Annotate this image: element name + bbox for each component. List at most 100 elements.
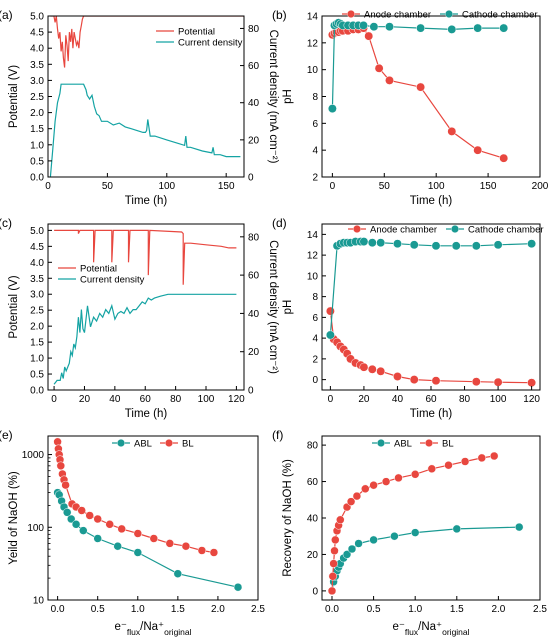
x-tick-label: 60 <box>140 394 152 405</box>
data-point <box>409 240 419 250</box>
x-tick-label: 100 <box>428 181 445 192</box>
y2-tick-label: 60 <box>248 271 260 282</box>
x-tick-label: 1.0 <box>408 604 422 615</box>
data-point <box>493 377 503 387</box>
y-tick-label: 14 <box>307 12 319 23</box>
y-tick-label: 6 <box>312 119 318 130</box>
data-point <box>444 460 453 470</box>
x-axis-label-part: e⁻ <box>392 621 404 633</box>
x-tick-label: 60 <box>425 394 437 405</box>
x-tick-label: 40 <box>109 394 121 405</box>
y2-tick-label: 0 <box>248 173 254 184</box>
panel-e: 0.0 0.5 1.0 1.5 2.0 2.5 10 100 1000 e⁻flux/Na⁺ori… <box>0 428 265 637</box>
legend-marker <box>347 9 356 18</box>
x-axis-label-subscript: flux <box>127 627 141 637</box>
y-tick-label: 4 <box>312 146 318 157</box>
y-tick-label: 1.5 <box>30 338 44 349</box>
data-point <box>451 241 461 251</box>
y-tick-label: 2.0 <box>30 108 44 119</box>
panel-label: (c) <box>0 216 12 230</box>
y-tick-label: 3.0 <box>30 76 44 87</box>
y-axis-label: Potential (V) <box>8 275 20 338</box>
data-point <box>62 508 72 517</box>
x-tick-label: 120 <box>228 394 245 405</box>
data-point <box>473 145 483 155</box>
data-point <box>327 104 337 114</box>
x-tick-label: 80 <box>459 394 471 405</box>
data-point <box>460 457 470 466</box>
x-tick-label: 200 <box>532 181 549 192</box>
panel-label: (b) <box>272 8 287 22</box>
data-point <box>376 238 386 248</box>
y-tick-label: 8 <box>312 92 318 103</box>
panel-a: 0 50 100 150 0.0 0.5 1.0 1.5 2.0 2.5 3.0 3.5 4.0 4.5 5… <box>0 8 279 207</box>
legend-label: BL <box>442 439 454 450</box>
data-point <box>53 437 62 447</box>
series-line-a-0 <box>50 16 244 68</box>
y-tick-label: 0.5 <box>30 156 44 167</box>
y-tick-label: 4.0 <box>30 258 44 269</box>
legend-label: BL <box>182 439 194 450</box>
data-point <box>71 520 81 529</box>
data-point <box>133 529 143 538</box>
x-axis-label-subscript: flux <box>405 627 419 637</box>
y-tick-label: 3.0 <box>30 290 44 301</box>
y-tick-label: 4.5 <box>30 28 44 39</box>
y-tick-label: 2 <box>312 173 318 184</box>
data-point <box>393 372 402 381</box>
x-tick-label: 120 <box>523 394 540 405</box>
x-tick-label: 1.5 <box>171 604 185 615</box>
data-point <box>342 550 352 559</box>
legend-label: Anode chamber <box>370 225 437 236</box>
y-axis-label: pH <box>282 300 294 315</box>
data-point <box>394 473 403 483</box>
legend-marker <box>377 439 386 448</box>
x-tick-label: 50 <box>379 181 391 192</box>
legend-marker <box>353 224 362 233</box>
x-tick-label: 20 <box>79 394 91 405</box>
data-point <box>376 366 386 376</box>
data-point <box>527 378 537 388</box>
data-point <box>416 23 426 33</box>
data-point <box>390 531 399 541</box>
data-point <box>77 506 86 515</box>
y2-tick-label: 60 <box>248 61 260 72</box>
data-point <box>416 82 426 92</box>
plot-frame-b <box>321 15 541 178</box>
data-point <box>331 535 340 545</box>
y-tick-label: 20 <box>307 550 319 561</box>
x-tick-label: 0 <box>328 394 334 405</box>
x-axis-label: Time (h) <box>410 195 453 207</box>
legend-label: Anode chamber <box>364 10 431 21</box>
x-axis-label: e⁻flux/Na⁺original <box>114 621 191 637</box>
data-point <box>113 541 122 551</box>
y-tick-label: 8 <box>312 292 318 303</box>
data-point <box>471 241 481 251</box>
data-point <box>499 23 509 33</box>
data-point <box>56 461 66 471</box>
data-point <box>233 582 243 592</box>
plot-frame-c <box>47 223 245 391</box>
panel-label: (e) <box>0 428 13 442</box>
y-tick-label: 0.0 <box>30 386 44 397</box>
y-tick-label: 0.0 <box>30 173 44 184</box>
y2-axis-label: Current density (mA cm⁻²) <box>267 240 279 374</box>
data-point <box>354 539 363 548</box>
y-tick-label: 0 <box>312 375 318 386</box>
x-tick-label: 20 <box>358 394 370 405</box>
series-line-c-1 <box>53 293 237 385</box>
legend-b: Anode chamber Cathode chamber <box>342 10 538 21</box>
legend-d: Anode chamber Cathode chamber <box>348 225 544 236</box>
legend-marker <box>451 224 460 233</box>
x-tick-label: 0.5 <box>367 604 381 615</box>
data-point <box>66 514 76 524</box>
x-tick-label: 50 <box>102 181 114 192</box>
x-tick-label: 2.0 <box>491 604 505 615</box>
y-tick-label: 1.0 <box>30 354 44 365</box>
data-point <box>447 126 457 136</box>
data-point <box>431 376 441 386</box>
data-point <box>209 548 219 557</box>
x-tick-label: 0 <box>330 181 336 192</box>
legend-label: Potential <box>178 27 215 38</box>
